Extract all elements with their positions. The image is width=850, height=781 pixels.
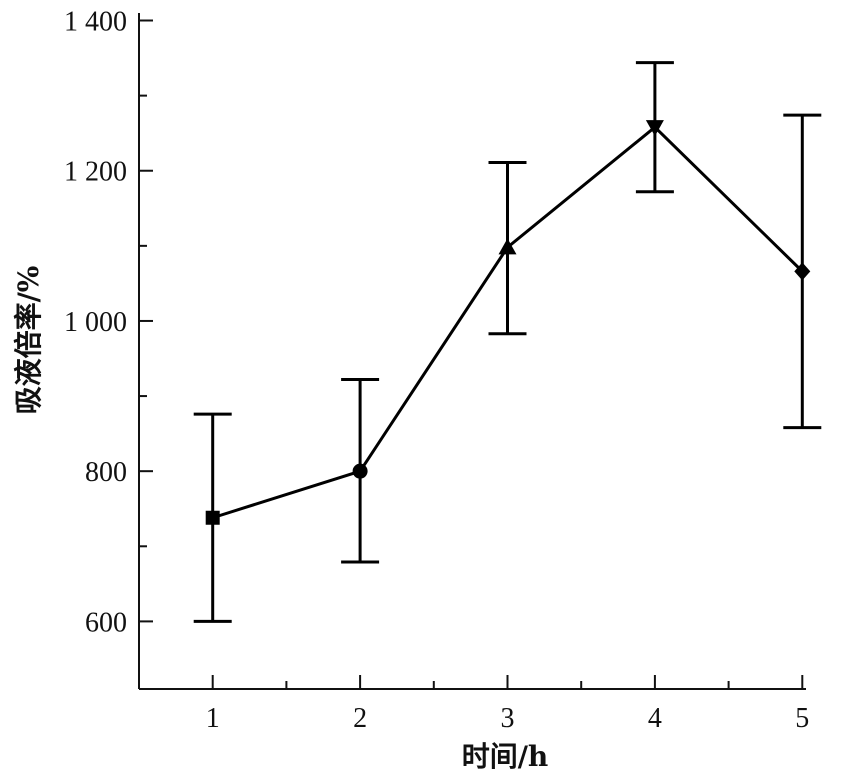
- x-axis-title: 时间/h: [462, 740, 549, 773]
- ticks: 600 800 1 000 1 200 1 400 1 2 3 4 5: [64, 7, 809, 734]
- marker-circle: [352, 463, 368, 479]
- y-tick-label: 1 000: [64, 307, 127, 338]
- x-tick-label: 2: [353, 703, 367, 734]
- error-bars: [193, 61, 822, 623]
- marker-triangle-up: [498, 238, 517, 255]
- x-tick-label: 3: [501, 703, 515, 734]
- y-tick-label: 600: [85, 607, 127, 638]
- y-tick-label: 800: [85, 457, 127, 488]
- axes: [138, 13, 806, 690]
- marker-square: [205, 510, 220, 525]
- y-axis-title: 吸液倍率/%: [12, 266, 45, 415]
- marker-diamond: [794, 262, 811, 281]
- marker-triangle-down: [645, 120, 664, 137]
- y-tick-label: 1 400: [64, 7, 127, 38]
- x-tick-label: 5: [795, 703, 809, 734]
- x-tick-label: 1: [206, 703, 220, 734]
- markers: [205, 120, 811, 525]
- y-tick-label: 1 200: [64, 157, 127, 188]
- x-tick-label: 4: [648, 703, 662, 734]
